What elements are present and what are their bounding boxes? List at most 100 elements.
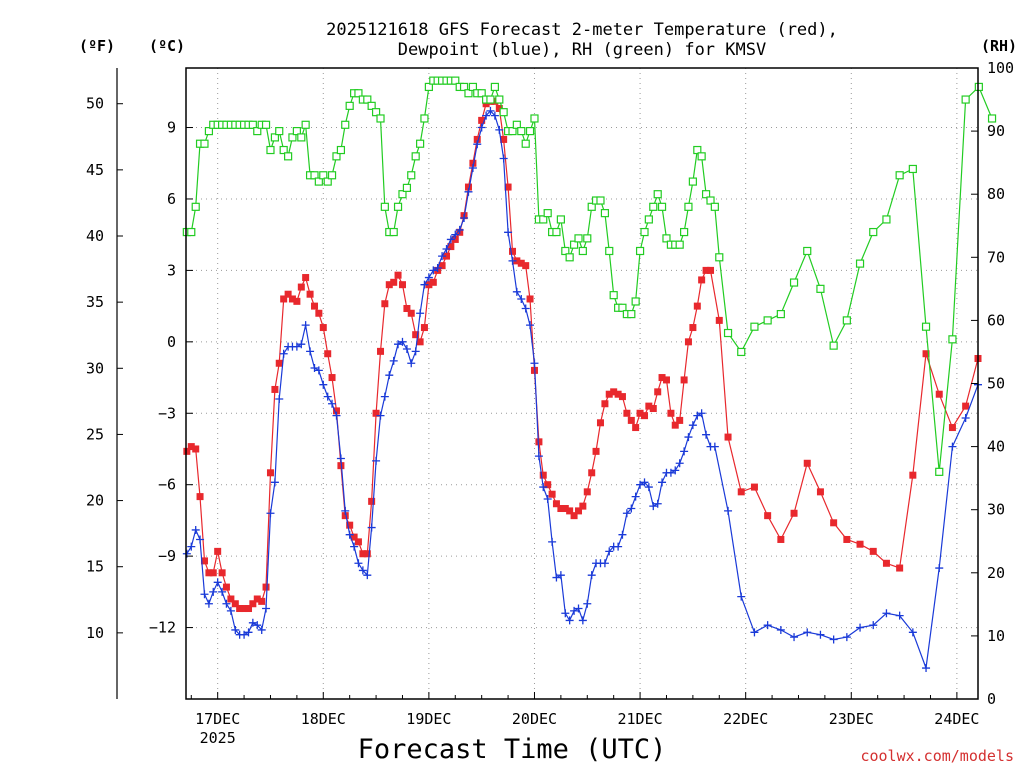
data-point: [935, 564, 944, 573]
celsius-tick-label: 6: [167, 190, 176, 208]
data-point: [253, 595, 261, 603]
data-point: [631, 297, 640, 306]
data-point: [706, 196, 715, 205]
data-point: [843, 535, 851, 543]
data-point: [464, 89, 473, 98]
data-point: [539, 471, 547, 479]
data-point: [561, 505, 569, 513]
data-point: [688, 421, 697, 430]
data-point: [508, 126, 517, 136]
data-point: [561, 246, 570, 256]
chart-title-line-1: 2025121618 GFS Forecast 2-meter Temperat…: [326, 20, 838, 40]
data-point: [240, 605, 248, 613]
data-point: [451, 235, 459, 243]
data-point: [200, 590, 209, 599]
data-point: [412, 331, 420, 339]
celsius-tick-label: 3: [167, 261, 176, 279]
data-point: [974, 82, 983, 92]
data-point: [517, 294, 526, 303]
data-point: [777, 535, 785, 543]
data-point: [689, 324, 697, 332]
data-point: [513, 257, 521, 265]
data-point: [601, 400, 609, 408]
data-point: [477, 123, 486, 132]
data-point: [332, 411, 341, 420]
data-point: [200, 557, 208, 565]
data-point: [517, 126, 526, 136]
data-point: [763, 316, 772, 325]
data-point: [345, 530, 354, 539]
data-point: [622, 509, 631, 518]
data-point: [675, 240, 684, 249]
data-point: [482, 111, 491, 120]
data-point: [869, 227, 878, 237]
data-point: [350, 533, 358, 541]
data-point: [816, 488, 824, 496]
data-point: [292, 126, 301, 136]
data-point: [341, 506, 350, 515]
series-dewpoint: [182, 106, 982, 673]
rh-tick-label: 100: [987, 59, 1014, 77]
data-point: [402, 183, 412, 192]
data-point: [596, 196, 605, 205]
data-point: [245, 605, 253, 613]
data-point: [345, 101, 354, 110]
data-point: [310, 364, 319, 373]
data-point: [610, 388, 618, 396]
data-point: [306, 290, 314, 298]
data-point: [390, 278, 398, 286]
data-point: [424, 82, 433, 92]
data-point: [935, 390, 943, 398]
rh-axis-label: (RH): [981, 37, 1017, 55]
x-tick-label: 21DEC: [618, 710, 663, 728]
data-point: [869, 621, 878, 630]
data-point: [701, 190, 711, 199]
fahrenheit-tick-label: 20: [86, 492, 104, 510]
data-point: [407, 171, 416, 180]
data-point: [363, 95, 372, 104]
data-point: [657, 202, 667, 211]
data-point: [262, 604, 271, 613]
data-point: [715, 316, 723, 324]
data-point: [654, 388, 662, 396]
data-point: [737, 347, 746, 357]
data-point: [680, 447, 689, 456]
data-point: [737, 592, 746, 601]
rh-tick-label: 60: [987, 311, 1005, 329]
data-point: [636, 409, 644, 417]
data-point: [209, 569, 217, 577]
data-point: [750, 322, 759, 331]
data-point: [509, 247, 517, 255]
data-point: [641, 412, 649, 420]
data-point: [424, 273, 433, 282]
data-point: [556, 571, 565, 580]
data-point: [266, 469, 274, 477]
data-point: [411, 347, 420, 356]
data-point: [490, 82, 499, 92]
data-point: [354, 538, 362, 546]
data-point: [908, 628, 917, 637]
data-point: [644, 215, 653, 224]
data-point: [605, 390, 613, 398]
data-point: [389, 356, 398, 365]
data-point: [447, 243, 455, 251]
data-point: [218, 569, 226, 577]
data-point: [270, 133, 280, 142]
data-point: [257, 625, 266, 634]
rh-tick-label: 70: [987, 248, 1005, 266]
data-point: [416, 309, 425, 318]
data-point: [324, 350, 332, 358]
data-point: [196, 493, 204, 501]
data-point: [605, 547, 614, 556]
data-point: [583, 488, 591, 496]
data-point: [526, 321, 535, 330]
data-point: [522, 262, 530, 270]
data-point: [575, 507, 583, 515]
data-point: [922, 664, 931, 673]
data-point: [855, 259, 865, 268]
data-point: [363, 571, 372, 580]
data-point: [583, 599, 592, 608]
data-point: [231, 625, 240, 634]
data-point: [332, 152, 341, 161]
data-point: [504, 228, 513, 237]
